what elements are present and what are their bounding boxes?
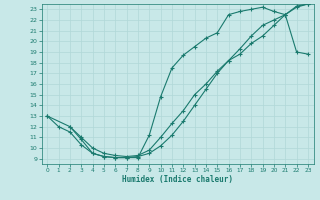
X-axis label: Humidex (Indice chaleur): Humidex (Indice chaleur) — [122, 175, 233, 184]
